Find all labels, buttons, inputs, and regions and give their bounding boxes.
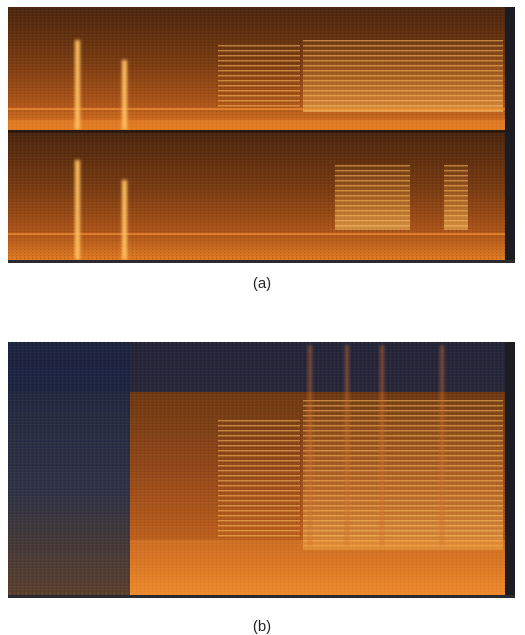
figure: (a) (b) xyxy=(0,0,525,635)
separator xyxy=(8,130,505,133)
spectrogram-a2 xyxy=(8,133,505,260)
time-axis xyxy=(8,260,515,263)
panel-label: (b) xyxy=(253,618,271,635)
time-axis xyxy=(8,595,515,598)
scale-strip xyxy=(505,7,515,260)
scale-strip xyxy=(505,342,515,595)
panel-label: (a) xyxy=(253,275,271,292)
spectrogram-a1 xyxy=(8,7,505,130)
spectrogram-b xyxy=(8,342,505,595)
